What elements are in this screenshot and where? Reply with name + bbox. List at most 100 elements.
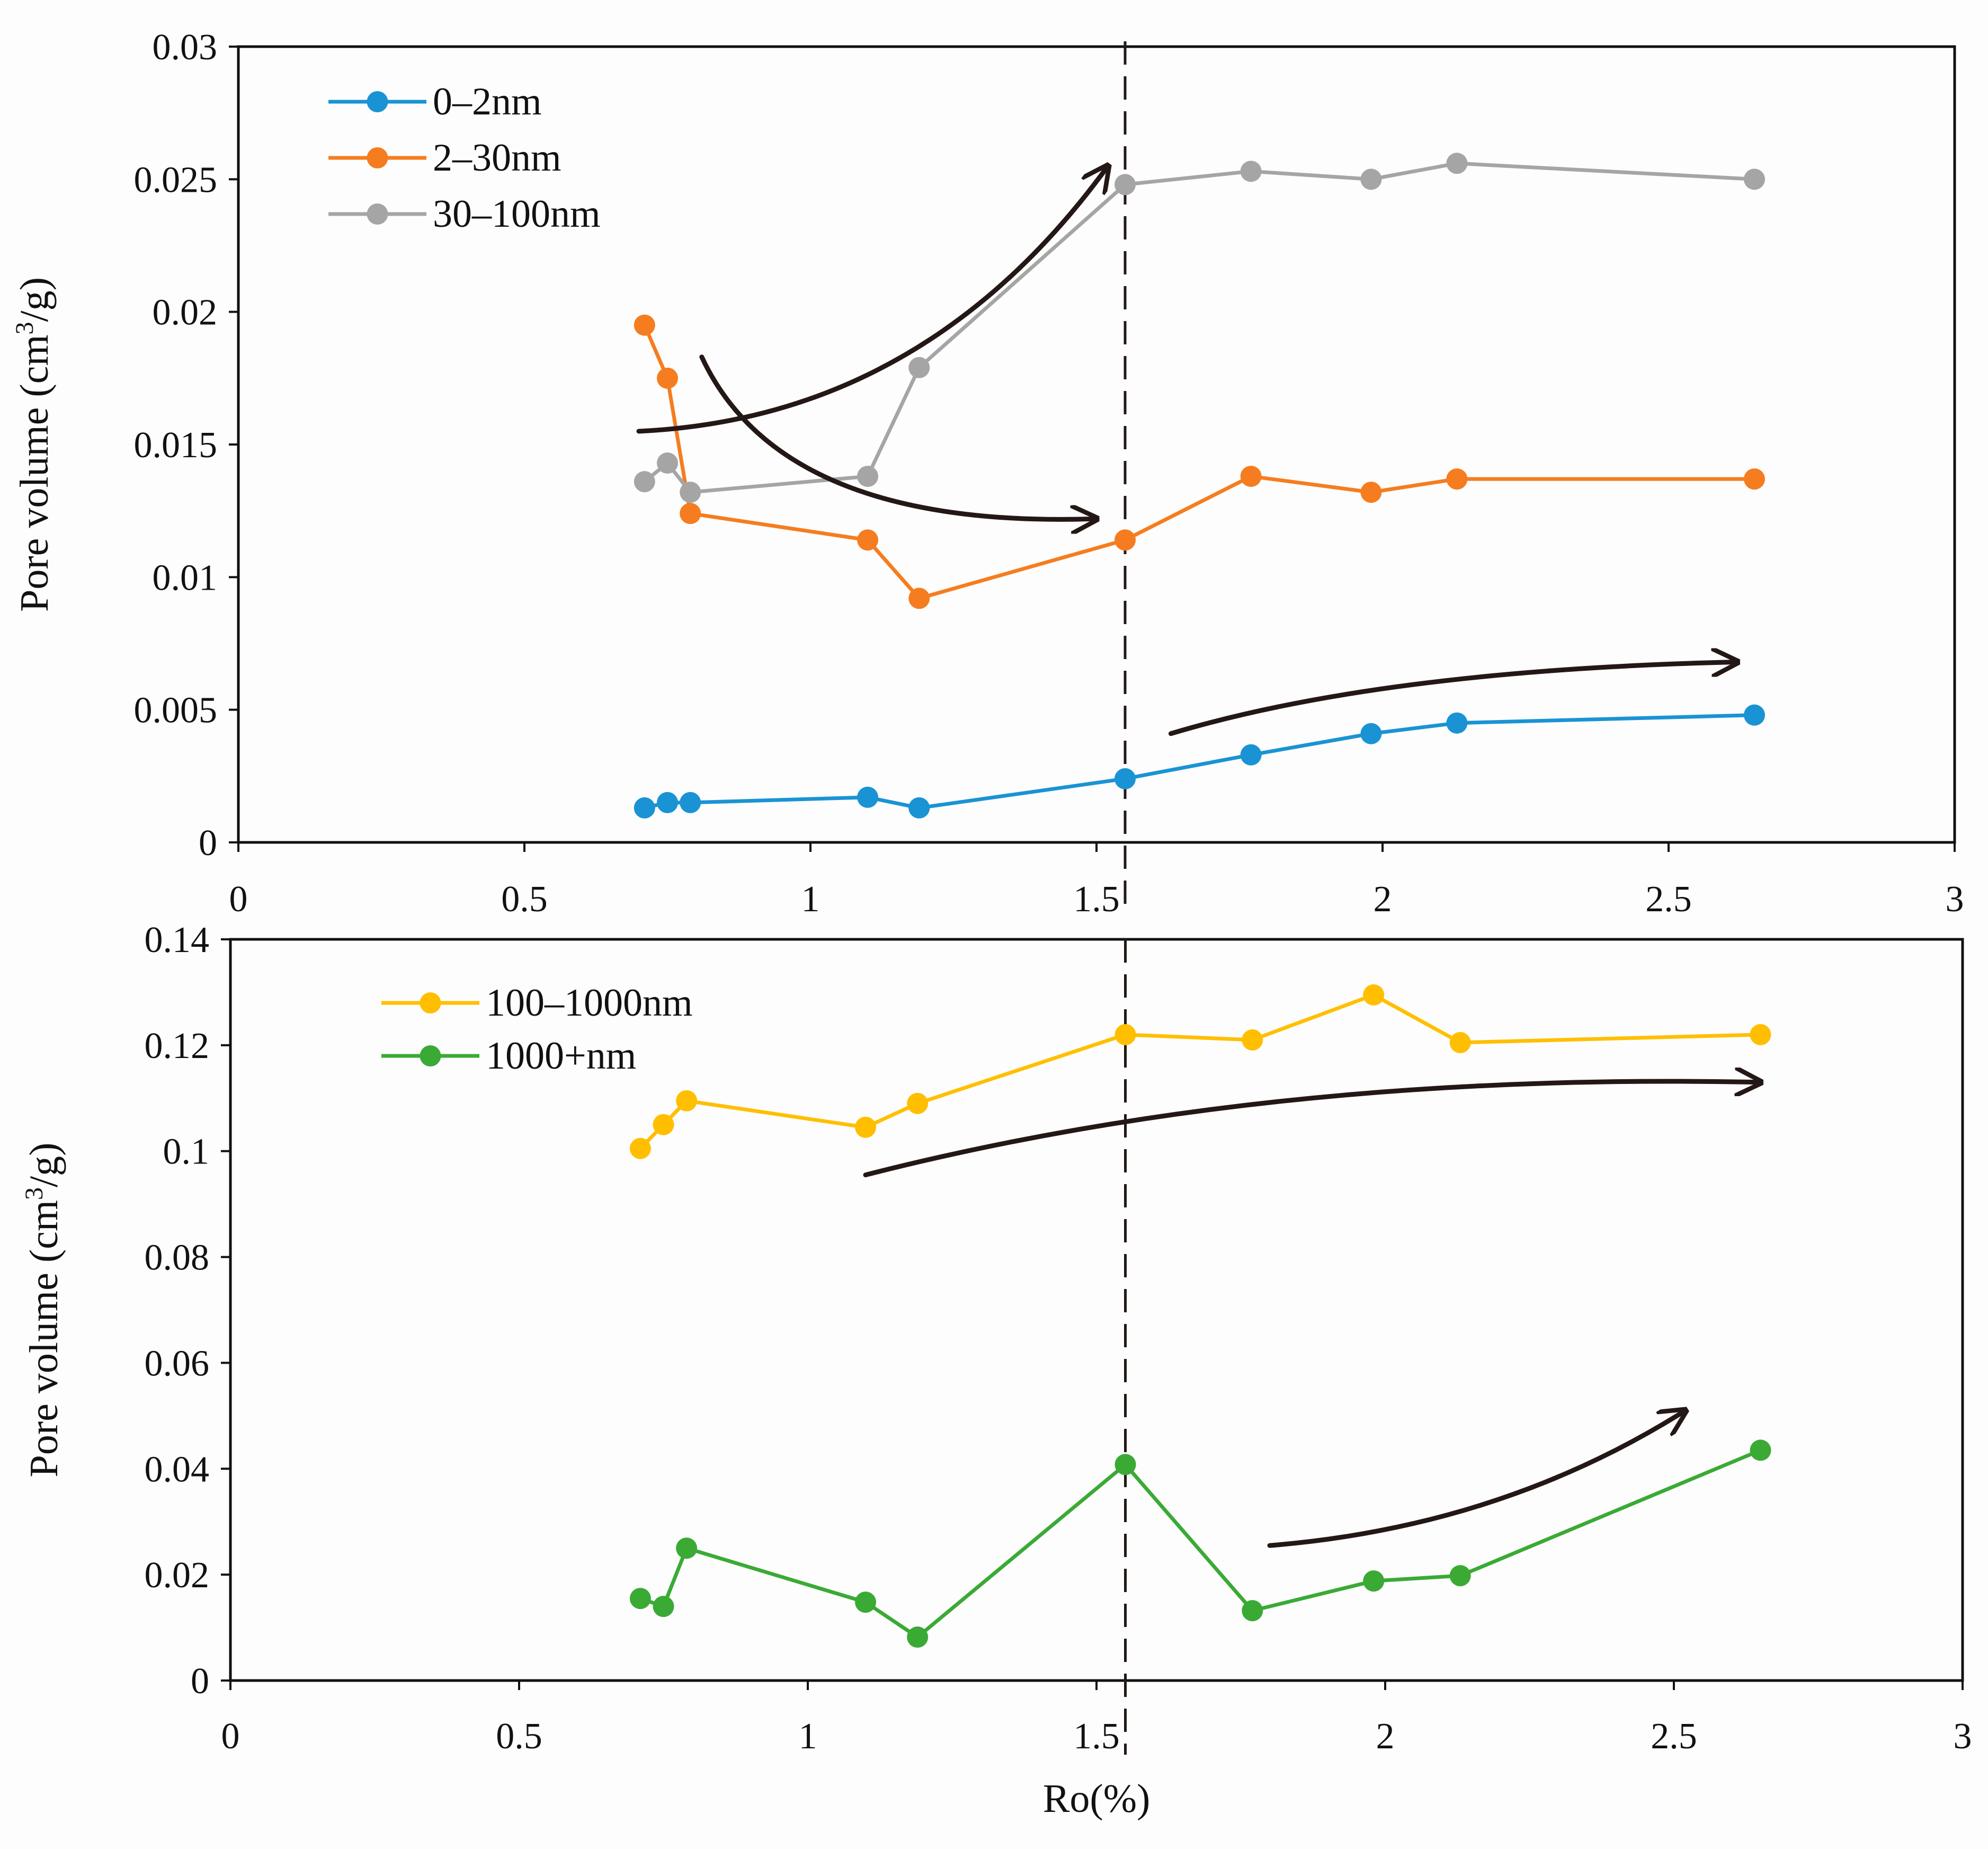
data-point xyxy=(907,1092,929,1114)
data-point xyxy=(1446,468,1468,490)
data-point xyxy=(1115,1024,1136,1045)
data-point xyxy=(680,792,701,813)
y-tick-label: 0.03 xyxy=(153,27,218,68)
y-tick-label: 0.06 xyxy=(145,1343,210,1384)
data-point xyxy=(653,1596,674,1617)
series-line-1000+nm xyxy=(639,1448,1761,1639)
data-point xyxy=(1240,161,1262,182)
y-tick-label: 0.08 xyxy=(145,1238,210,1278)
x-tick-label: 0 xyxy=(229,879,248,920)
data-point xyxy=(1360,482,1382,503)
x-tick-label: 1.5 xyxy=(1073,1716,1120,1757)
x-tick-label: 2 xyxy=(1376,1716,1395,1757)
y-tick-label: 0.025 xyxy=(134,159,218,200)
legend-label: 1000+nm xyxy=(486,1034,636,1078)
y-tick-label: 0.14 xyxy=(145,920,210,961)
bottom-panel: 0 0.02 0.04 0.06 0.08 0.1 0.12 0.14 0 0.5 1 1.5 2 2.5… xyxy=(20,920,1972,1821)
y-axis-title-part: Pore volume (cm xyxy=(12,335,57,612)
data-point xyxy=(1744,704,1765,726)
x-tick-label: 3 xyxy=(1954,1716,1972,1757)
data-point xyxy=(1242,1029,1263,1051)
data-point xyxy=(680,503,701,525)
x-tick-label: 1.5 xyxy=(1073,879,1120,920)
data-point xyxy=(629,1137,651,1159)
data-point xyxy=(855,1116,876,1138)
data-point xyxy=(680,482,701,503)
y-axis-title-superscript: 3 xyxy=(20,1187,48,1200)
x-tick-label: 3 xyxy=(1946,879,1964,920)
y-tick-label: 0.02 xyxy=(153,292,218,333)
x-tick-label: 1 xyxy=(801,879,820,920)
series-line-2–30nm xyxy=(643,324,1754,600)
y-axis-title-part: /g) xyxy=(22,1143,66,1187)
data-point xyxy=(634,314,655,336)
y-axis-title-part: Pore volume (cm xyxy=(22,1200,66,1477)
data-point xyxy=(1750,1439,1771,1461)
y-axis-title: Pore volume (cm3/g) xyxy=(20,1143,66,1478)
legend-label: 30–100nm xyxy=(433,192,601,236)
legend-marker xyxy=(367,91,388,112)
data-point xyxy=(1446,712,1468,734)
legend-marker xyxy=(420,1045,441,1066)
y-tick-label: 0.1 xyxy=(163,1132,210,1172)
data-point xyxy=(634,797,655,819)
trend-arrow xyxy=(863,1081,1761,1178)
data-point xyxy=(857,529,878,551)
data-point xyxy=(1360,168,1382,190)
data-point xyxy=(857,466,878,487)
y-tick-label: 0 xyxy=(199,823,217,864)
x-tick-label: 0 xyxy=(221,1716,240,1757)
data-point xyxy=(629,1588,651,1610)
legend-marker xyxy=(420,992,441,1014)
data-point xyxy=(855,1592,876,1613)
data-point xyxy=(1115,1454,1136,1475)
data-point xyxy=(1115,174,1136,195)
data-point xyxy=(1240,744,1262,766)
y-axis-title-part: /g) xyxy=(12,277,57,322)
legend-label: 0–2nm xyxy=(433,80,542,123)
trend-arrow xyxy=(636,166,1108,434)
x-tick-label: 2.5 xyxy=(1651,1716,1697,1757)
data-point xyxy=(1363,1570,1385,1592)
y-tick-label: 0.04 xyxy=(145,1449,210,1490)
data-point xyxy=(657,452,678,474)
y-tick-label: 0.12 xyxy=(145,1026,210,1066)
data-point xyxy=(1449,1565,1471,1587)
data-point xyxy=(1360,723,1382,744)
data-point xyxy=(1744,468,1765,490)
data-point xyxy=(1449,1032,1471,1053)
trend-arrow xyxy=(699,354,1096,520)
y-tick-label: 0.02 xyxy=(145,1555,210,1596)
x-tick-label: 0.5 xyxy=(501,879,548,920)
data-point xyxy=(1363,984,1385,1006)
trend-arrow xyxy=(1168,662,1737,736)
top-panel: 0 0.005 0.01 0.015 0.02 0.025 0.03 0 0.5 1 1.5 2 2.5… xyxy=(11,27,1964,920)
data-point xyxy=(657,792,678,813)
series-line-100–1000nm xyxy=(639,993,1761,1150)
data-point xyxy=(634,471,655,493)
x-tick-label: 2 xyxy=(1374,879,1392,920)
trend-arrow xyxy=(1267,1410,1686,1548)
data-point xyxy=(676,1090,698,1112)
y-tick-label: 0.005 xyxy=(134,690,218,731)
series-line-0–2nm xyxy=(644,713,1755,810)
y-tick-label: 0.01 xyxy=(153,557,218,598)
data-point xyxy=(1240,466,1262,487)
data-point xyxy=(676,1537,698,1559)
data-point xyxy=(1744,168,1765,190)
data-point xyxy=(657,367,678,389)
data-point xyxy=(857,786,878,808)
legend-marker xyxy=(367,203,388,225)
data-point xyxy=(1115,768,1136,789)
data-point xyxy=(1750,1024,1771,1045)
data-point xyxy=(653,1114,674,1135)
data-point xyxy=(907,1626,929,1648)
y-tick-label: 0 xyxy=(191,1661,209,1702)
y-tick-label: 0.015 xyxy=(134,425,218,466)
data-point xyxy=(908,357,930,378)
legend-label: 100–1000nm xyxy=(486,981,693,1025)
legend-label: 2–30nm xyxy=(433,136,561,180)
y-axis-title: Pore volume (cm3/g) xyxy=(11,277,57,612)
data-point xyxy=(1446,153,1468,174)
